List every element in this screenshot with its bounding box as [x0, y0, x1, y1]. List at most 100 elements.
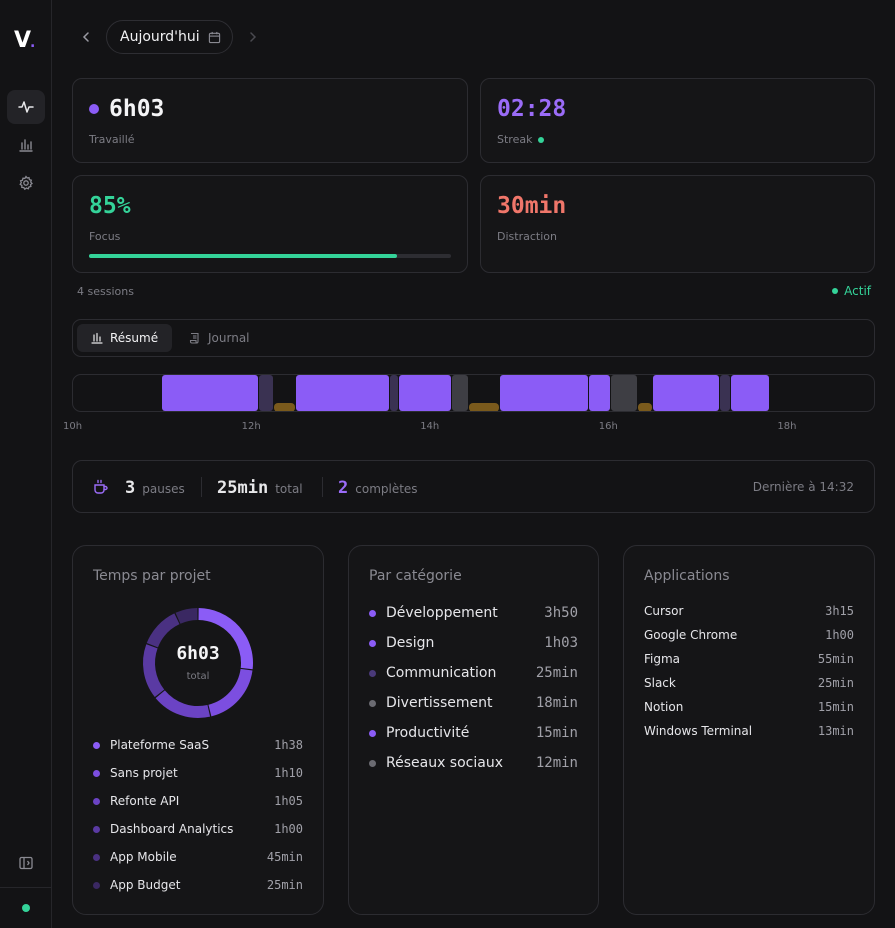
- color-dot: [369, 639, 376, 647]
- timeline-segment-work[interactable]: [162, 375, 258, 411]
- streak-label: Streak: [497, 133, 533, 146]
- category-row-label: Divertissement: [386, 695, 493, 711]
- next-day-button[interactable]: [242, 26, 264, 48]
- timeline-segment-work[interactable]: [296, 375, 389, 411]
- chevron-right-icon: [250, 32, 257, 42]
- application-row-label: Google Chrome: [644, 628, 738, 642]
- gear-icon: [19, 175, 33, 191]
- timeline-segment-gray[interactable]: [451, 375, 469, 411]
- project-row[interactable]: App Mobile 45min: [93, 850, 303, 864]
- application-row[interactable]: Cursor 3h15: [644, 604, 854, 618]
- project-row[interactable]: Plateforme SaaS 1h38: [93, 738, 303, 752]
- pauses-completed-label: complètes: [355, 482, 418, 496]
- timeline-segment-pause[interactable]: [469, 403, 499, 411]
- donut-slice[interactable]: [175, 608, 198, 624]
- project-row-label: Plateforme SaaS: [110, 738, 210, 752]
- categories-panel: Par catégorie Développement 3h50 Design 1h0…: [348, 545, 599, 915]
- donut-slice[interactable]: [143, 644, 165, 698]
- timeline-segment-work[interactable]: [653, 375, 720, 411]
- timeline-segment-work[interactable]: [398, 375, 451, 411]
- projects-panel: Temps par projet 6h03 total Plateforme S…: [72, 545, 324, 915]
- timeline-segment-pause[interactable]: [273, 403, 296, 411]
- timeline-segment-idle[interactable]: [720, 375, 731, 411]
- distraction-value: 30min: [497, 193, 567, 219]
- project-row[interactable]: Dashboard Analytics 1h00: [93, 822, 303, 836]
- projects-donut-chart: [143, 608, 253, 718]
- application-row[interactable]: Notion 15min: [644, 700, 854, 714]
- project-row[interactable]: Sans projet 1h10: [93, 766, 303, 780]
- sidebar-divider: [0, 887, 52, 888]
- project-row-label: Sans projet: [110, 766, 178, 780]
- timeline-tick-label: 18h: [777, 421, 797, 432]
- activity-nav-button[interactable]: [7, 90, 45, 124]
- timeline-segment-work[interactable]: [589, 375, 611, 411]
- project-row[interactable]: Refonte API 1h05: [93, 794, 303, 808]
- categories-title: Par catégorie: [369, 568, 462, 584]
- applications-title: Applications: [644, 568, 730, 584]
- focus-progress-bar: [89, 254, 451, 258]
- activity-timeline[interactable]: [72, 374, 875, 412]
- project-row-value: 25min: [266, 878, 303, 892]
- project-row-value: 1h10: [274, 766, 303, 780]
- pauses-summary: 3 pauses 25min total 2 complètes Dernièr…: [72, 460, 875, 513]
- timeline-segment-pause[interactable]: [638, 403, 653, 411]
- color-dot: [369, 699, 376, 707]
- application-row-value: 25min: [817, 676, 854, 690]
- distraction-label: Distraction: [497, 230, 557, 243]
- category-row[interactable]: Communication 25min: [369, 665, 578, 681]
- donut-slice[interactable]: [146, 613, 180, 648]
- sidebar-toggle-icon: [19, 856, 33, 870]
- worked-indicator-dot: [89, 104, 99, 114]
- collapse-sidebar-button[interactable]: [7, 846, 45, 880]
- timeline-tick-label: 14h: [420, 421, 440, 432]
- timeline-segment-work[interactable]: [731, 375, 769, 411]
- divider: [201, 477, 202, 497]
- previous-day-button[interactable]: [75, 26, 97, 48]
- date-picker-button[interactable]: Aujourd'hui: [106, 20, 233, 54]
- application-row[interactable]: Figma 55min: [644, 652, 854, 666]
- category-row-label: Design: [386, 635, 435, 651]
- category-row[interactable]: Réseaux sociaux 12min: [369, 755, 578, 771]
- tab-journal[interactable]: Journal: [175, 324, 264, 352]
- timeline-segment-gray[interactable]: [611, 375, 638, 411]
- activity-icon: [18, 101, 34, 113]
- chevron-left-icon: [82, 32, 89, 42]
- pauses-total-label: total: [275, 482, 303, 496]
- app-logo[interactable]: V.: [14, 28, 35, 53]
- divider: [322, 477, 323, 497]
- category-row[interactable]: Productivité 15min: [369, 725, 578, 741]
- color-dot: [369, 759, 376, 767]
- stats-nav-button[interactable]: [7, 128, 45, 162]
- category-row-label: Communication: [386, 665, 497, 681]
- timeline-segment-idle[interactable]: [390, 375, 398, 411]
- application-row[interactable]: Google Chrome 1h00: [644, 628, 854, 642]
- application-row[interactable]: Slack 25min: [644, 676, 854, 690]
- application-row[interactable]: Windows Terminal 13min: [644, 724, 854, 738]
- bar-chart-icon: [91, 332, 103, 344]
- category-row[interactable]: Développement 3h50: [369, 605, 578, 621]
- color-dot: [93, 853, 100, 861]
- donut-slice[interactable]: [198, 608, 253, 670]
- settings-nav-button[interactable]: [7, 166, 45, 200]
- projects-title: Temps par projet: [93, 568, 211, 584]
- category-row-value: 15min: [535, 725, 578, 741]
- sessions-count: 4 sessions: [77, 285, 134, 298]
- tab-resume[interactable]: Résumé: [77, 324, 173, 352]
- calendar-icon: [208, 31, 220, 43]
- category-row[interactable]: Design 1h03: [369, 635, 578, 651]
- timeline-segment-idle[interactable]: [258, 375, 273, 411]
- timeline-segment-work[interactable]: [499, 375, 589, 411]
- category-row-label: Réseaux sociaux: [386, 755, 503, 771]
- worked-value: 6h03: [109, 96, 165, 122]
- category-row[interactable]: Divertissement 18min: [369, 695, 578, 711]
- category-row-value: 12min: [535, 755, 578, 771]
- category-row-value: 1h03: [544, 635, 578, 651]
- project-row-value: 1h05: [274, 794, 303, 808]
- category-row-value: 3h50: [544, 605, 578, 621]
- color-dot: [369, 729, 376, 737]
- view-tabs: Résumé Journal: [72, 319, 875, 357]
- donut-slice[interactable]: [208, 668, 253, 717]
- active-label: Actif: [844, 284, 871, 298]
- project-row[interactable]: App Budget 25min: [93, 878, 303, 892]
- donut-slice[interactable]: [155, 690, 211, 718]
